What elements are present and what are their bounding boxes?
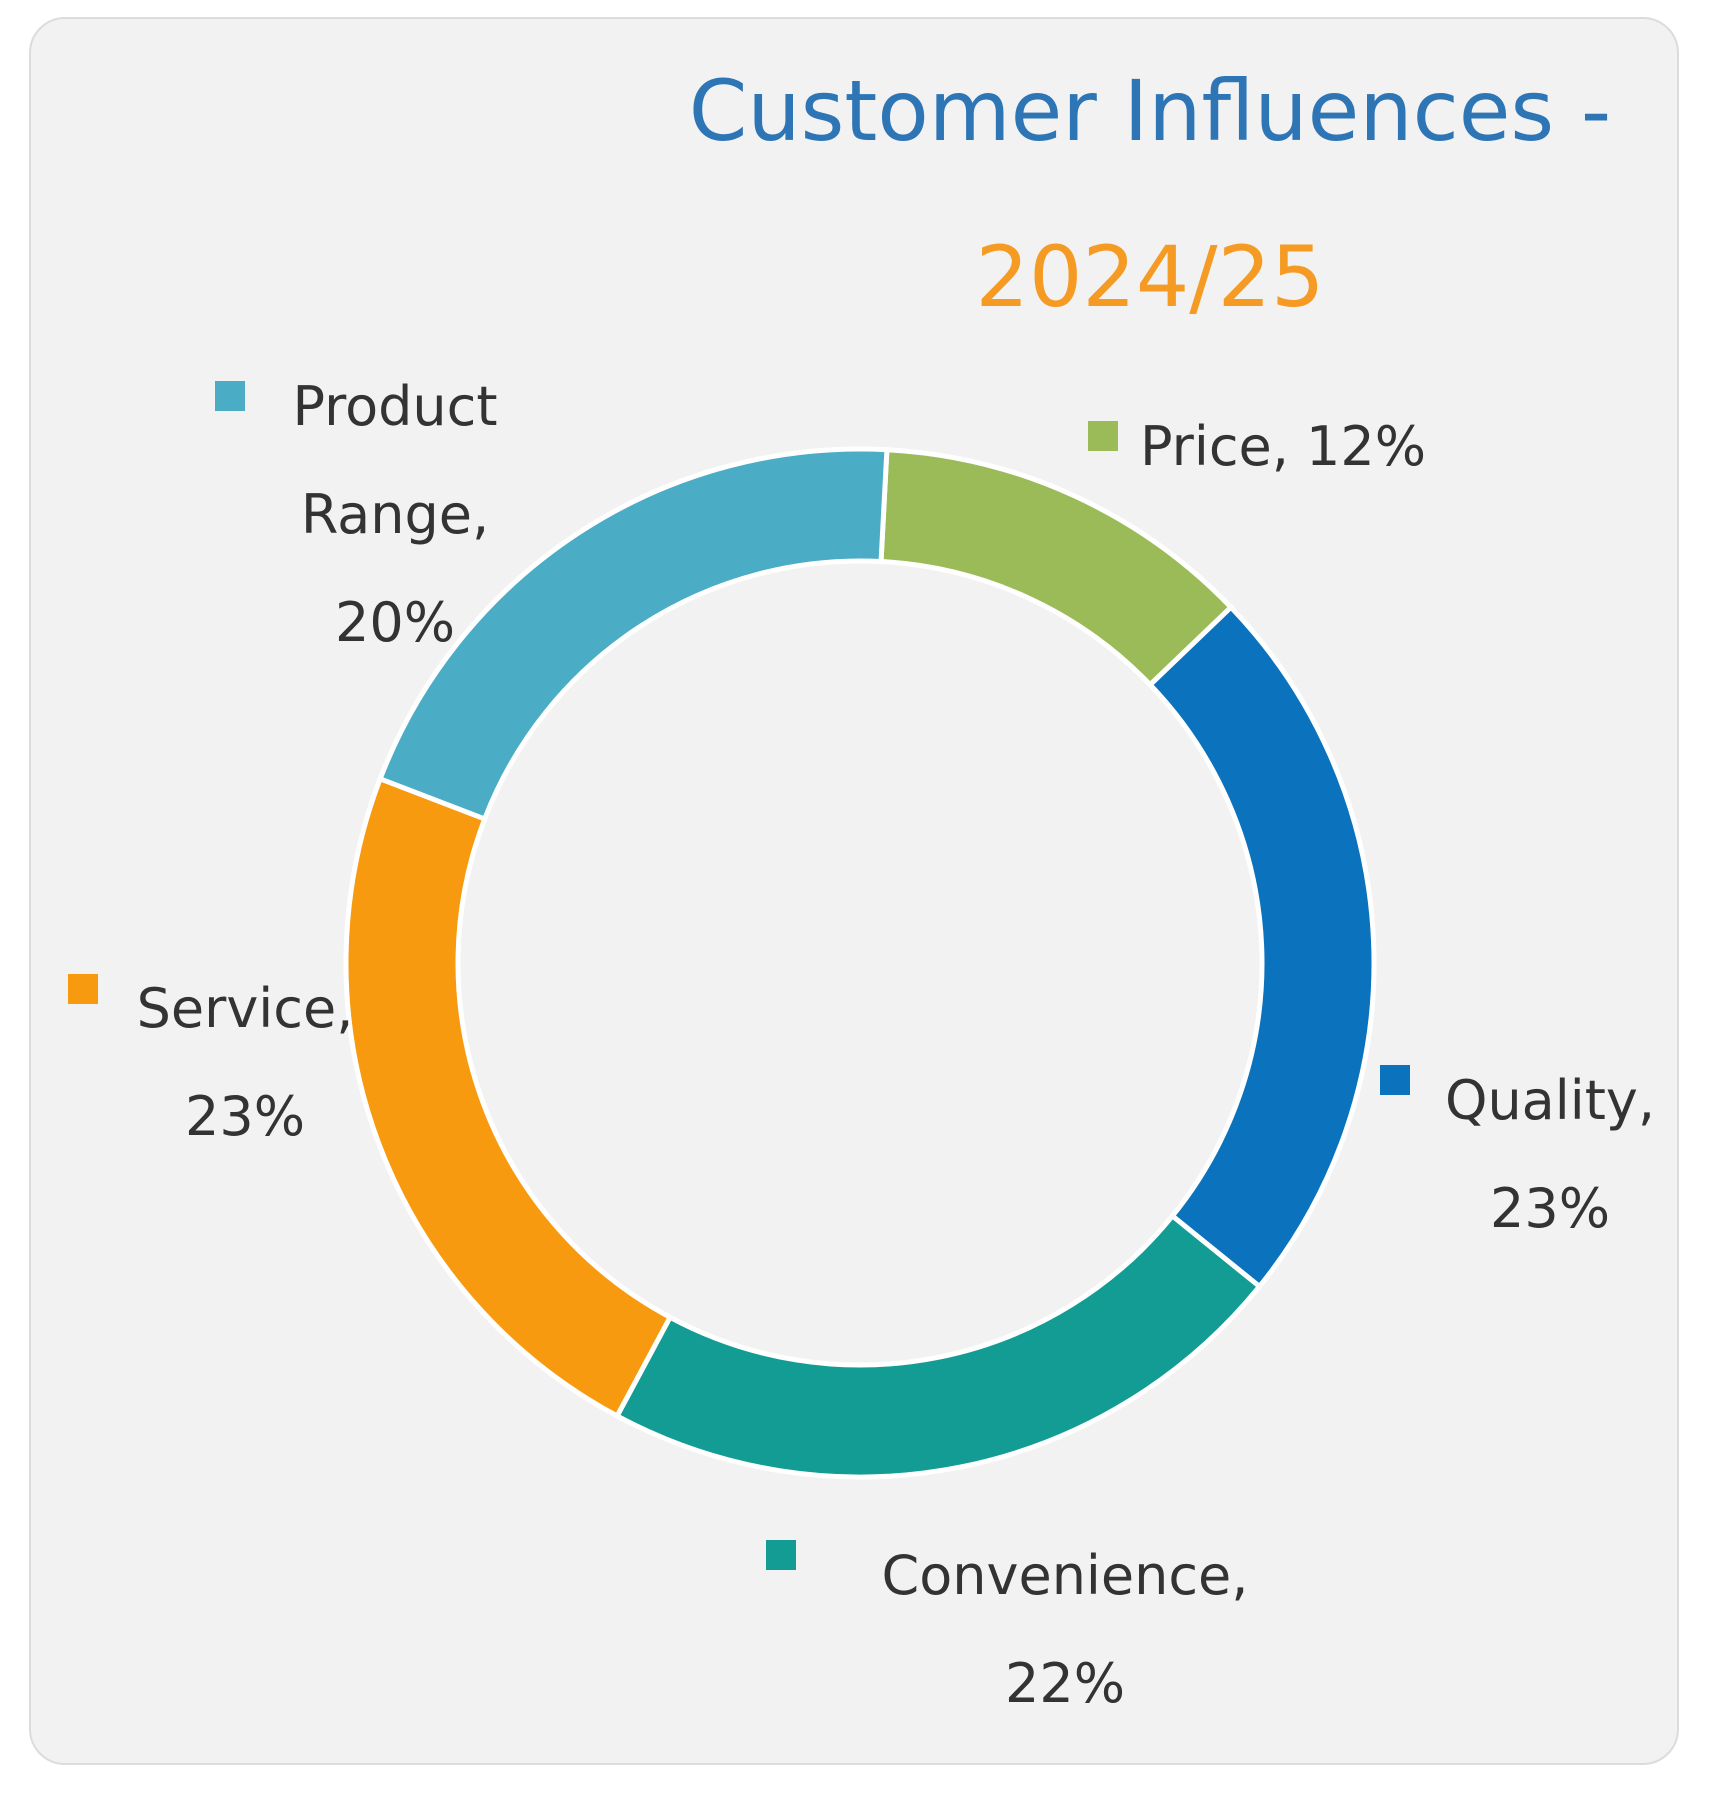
data-label: Convenience, 22% (881, 1544, 1249, 1715)
data-label: Price, 12% (1140, 415, 1427, 478)
donut-segment (613, 1212, 1263, 1480)
data-label: Service, 23% (136, 977, 354, 1148)
donut-segment (343, 775, 674, 1420)
label-marker (1380, 1065, 1410, 1095)
data-label: Product Range, 20% (292, 375, 498, 654)
label-marker (68, 974, 98, 1004)
chart-subtitle: 2024/25 (975, 228, 1325, 326)
label-marker (215, 381, 245, 411)
data-label: Quality, 23% (1444, 1069, 1656, 1240)
donut-segment (1146, 603, 1377, 1290)
label-marker (1088, 421, 1118, 451)
donut-segment (376, 446, 890, 823)
chart-title: Customer Influences - (688, 62, 1612, 160)
label-marker (766, 1540, 796, 1570)
